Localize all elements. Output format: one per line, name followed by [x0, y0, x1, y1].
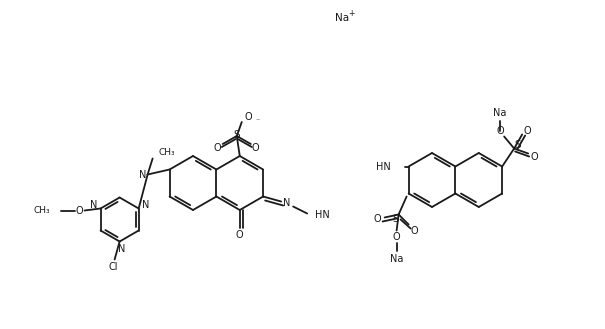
Text: HN: HN	[376, 162, 391, 171]
Text: N: N	[139, 169, 146, 180]
Text: O: O	[496, 125, 504, 136]
Text: S: S	[234, 130, 240, 140]
Text: N: N	[142, 200, 149, 211]
Text: N: N	[118, 244, 125, 255]
Text: N: N	[90, 200, 97, 211]
Text: S: S	[392, 215, 399, 224]
Text: Na: Na	[390, 254, 404, 264]
Text: S: S	[515, 139, 522, 149]
Text: O: O	[374, 215, 381, 224]
Text: Na: Na	[494, 108, 507, 117]
Text: Cl: Cl	[109, 263, 119, 272]
Text: N: N	[284, 198, 291, 209]
Text: Na: Na	[335, 13, 349, 23]
Text: CH₃: CH₃	[159, 148, 175, 157]
Text: O: O	[411, 225, 419, 236]
Text: O: O	[214, 143, 221, 153]
Text: CH₃: CH₃	[34, 206, 51, 215]
Text: O: O	[236, 230, 244, 240]
Text: O: O	[76, 206, 83, 215]
Text: ⁻: ⁻	[255, 116, 260, 125]
Text: +: +	[348, 10, 355, 18]
Text: HN: HN	[315, 211, 330, 220]
Text: O: O	[393, 233, 401, 242]
Text: O: O	[531, 151, 538, 162]
Text: O: O	[245, 112, 252, 122]
Text: O: O	[252, 143, 260, 153]
Text: O: O	[523, 125, 531, 136]
